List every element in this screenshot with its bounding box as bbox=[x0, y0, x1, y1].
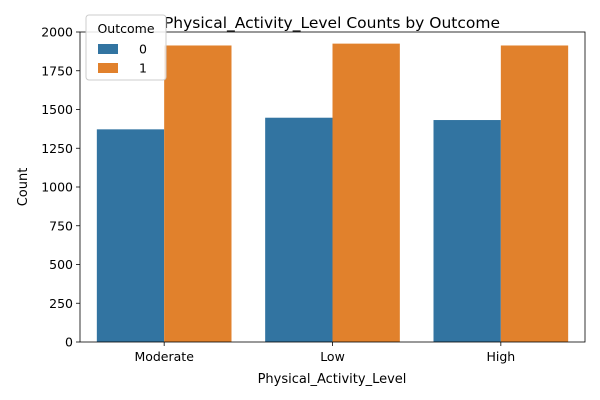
bar-moderate-outcome-0 bbox=[96, 129, 165, 342]
legend: Outcome 0 1 bbox=[85, 14, 167, 81]
x-axis-label: Physical_Activity_Level bbox=[258, 372, 407, 387]
y-tick-label: 0 bbox=[65, 335, 73, 350]
x-tick-label: High bbox=[486, 349, 515, 364]
y-tick-label: 1000 bbox=[41, 180, 73, 195]
plot-frame bbox=[79, 31, 586, 343]
y-tick-label: 1250 bbox=[41, 141, 73, 156]
y-tick-label: 500 bbox=[49, 257, 73, 272]
bar-low-outcome-1 bbox=[332, 43, 400, 342]
x-tick-label: Moderate bbox=[134, 349, 194, 364]
x-tick-label: Low bbox=[320, 349, 345, 364]
x-axis: Moderate Low High bbox=[134, 342, 515, 364]
y-tick-label: 1500 bbox=[41, 102, 73, 117]
legend-swatch-1 bbox=[98, 63, 118, 73]
y-tick-label: 1750 bbox=[41, 63, 73, 78]
bar-moderate-outcome-1 bbox=[164, 45, 232, 343]
chart-title: Physical_Activity_Level Counts by Outcom… bbox=[164, 14, 500, 33]
bar-high-outcome-0 bbox=[433, 120, 501, 342]
legend-title: Outcome bbox=[97, 21, 154, 36]
y-tick-label: 250 bbox=[49, 296, 73, 311]
y-axis: 0 250 500 750 1000 1250 1500 1750 2000 bbox=[41, 25, 80, 350]
y-tick-label: 2000 bbox=[41, 25, 73, 40]
y-axis-label: Count bbox=[16, 168, 31, 207]
legend-swatch-0 bbox=[98, 44, 118, 54]
legend-label-1: 1 bbox=[139, 61, 147, 76]
bars-group bbox=[96, 43, 569, 343]
y-tick-label: 750 bbox=[49, 218, 73, 233]
bar-low-outcome-0 bbox=[265, 117, 333, 342]
bar-high-outcome-1 bbox=[500, 45, 569, 343]
legend-label-0: 0 bbox=[139, 42, 147, 57]
